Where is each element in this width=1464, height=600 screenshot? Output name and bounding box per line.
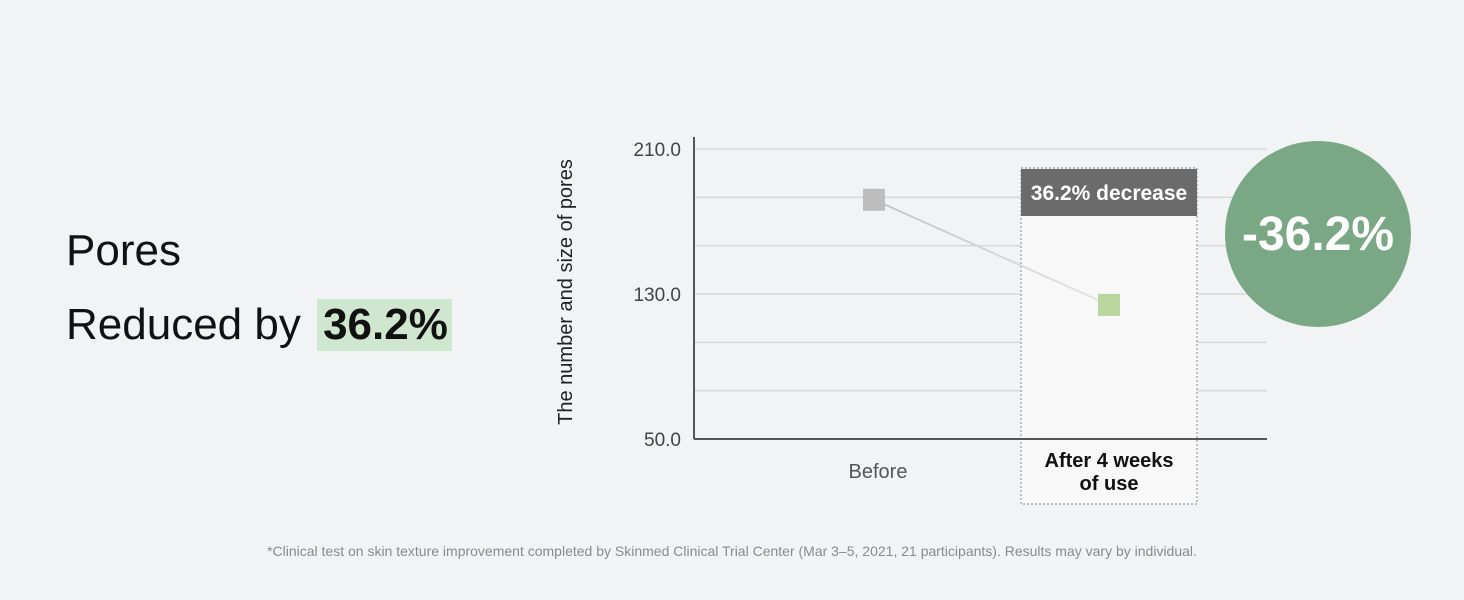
footnote: *Clinical test on skin texture improveme… xyxy=(267,543,1197,559)
headline-prefix: Reduced by xyxy=(66,300,301,349)
decrease-label-bg xyxy=(1021,169,1197,216)
y-tick-label: 130.0 xyxy=(633,285,681,306)
series-line xyxy=(873,198,1110,306)
headline-subtitle: Reduced by 36.2% xyxy=(66,296,452,354)
after-marker xyxy=(1098,293,1120,316)
x-tick-labels: Before After 4 weeks of use xyxy=(849,450,1174,495)
headline: Pores Reduced by 36.2% xyxy=(66,222,452,354)
y-tick-label: 210.0 xyxy=(633,140,681,161)
after-highlight-box xyxy=(1020,167,1198,505)
chart-axes xyxy=(693,137,1267,440)
before-marker xyxy=(863,188,885,211)
y-tick-label: 50.0 xyxy=(644,430,681,451)
y-tick-labels: 210.0 130.0 50.0 xyxy=(633,140,681,451)
headline-highlight: 36.2% xyxy=(317,299,452,351)
reduction-badge: -36.2% xyxy=(1225,141,1411,327)
y-axis-label: The number and size of pores xyxy=(555,159,577,425)
x-tick-label: After 4 weeks of use xyxy=(1045,450,1174,495)
headline-title: Pores xyxy=(66,226,181,275)
chart-series xyxy=(863,188,1120,316)
x-tick-label: Before xyxy=(849,461,908,483)
decrease-label: 36.2% decrease xyxy=(1031,182,1187,205)
